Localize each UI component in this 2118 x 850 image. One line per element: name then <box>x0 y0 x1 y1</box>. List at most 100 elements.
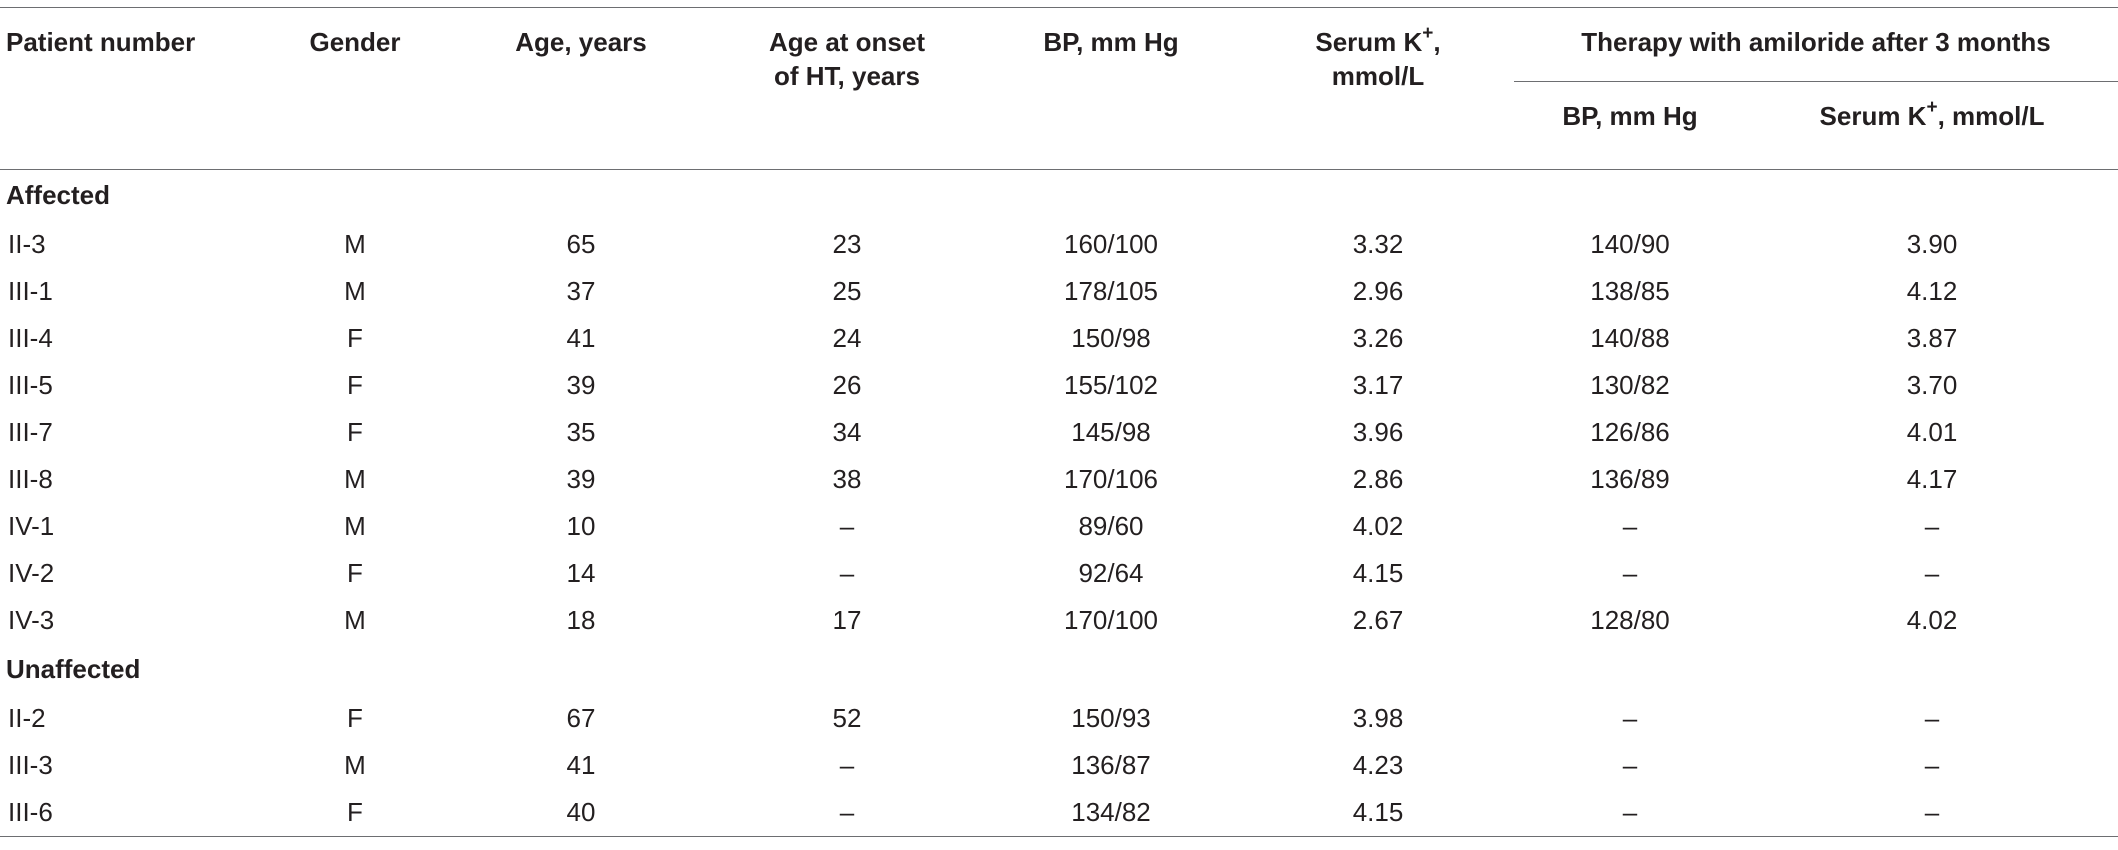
cell-age: 37 <box>566 276 596 306</box>
header-therapy-bp: BP, mm Hg <box>1514 81 1746 170</box>
table-row: III-6 F 40 – 134/82 4.15 – – <box>0 789 2118 837</box>
cell-serum-k: 4.02 <box>1352 511 1404 541</box>
cell-patient-number: III-4 <box>8 323 53 353</box>
cell-age: 39 <box>566 464 596 494</box>
cell-therapy-bp: – <box>1622 511 1638 541</box>
header-therapy-k-prefix: Serum K <box>1819 101 1927 131</box>
header-row-main: Patient number Gender Age, years Age at … <box>0 7 2118 170</box>
cell-patient-number: III-6 <box>8 797 53 827</box>
cell-age: 14 <box>566 558 596 588</box>
table-row: III-8 M 39 38 170/106 2.86 136/89 4.17 <box>0 456 2118 503</box>
cell-age-onset: – <box>839 511 855 541</box>
table-row: IV-3 M 18 17 170/100 2.67 128/80 4.02 <box>0 597 2118 644</box>
header-therapy: Therapy with amiloride after 3 months <box>1514 7 2118 82</box>
cell-therapy-bp: 126/86 <box>1590 417 1670 447</box>
cell-gender: F <box>347 797 363 827</box>
cell-therapy-serum-k: – <box>1924 750 1940 780</box>
cell-bp: 170/100 <box>1064 605 1158 635</box>
cell-patient-number: III-7 <box>8 417 53 447</box>
cell-therapy-bp: – <box>1622 797 1638 827</box>
cell-age-onset: – <box>839 797 855 827</box>
cell-therapy-serum-k: 3.87 <box>1906 323 1958 353</box>
cell-gender: M <box>344 229 366 259</box>
cell-age: 35 <box>566 417 596 447</box>
table-row: IV-2 F 14 – 92/64 4.15 – – <box>0 550 2118 597</box>
cell-age: 65 <box>566 229 596 259</box>
cell-bp: 134/82 <box>1071 797 1151 827</box>
cell-patient-number: IV-3 <box>8 605 55 635</box>
table-row: III-5 F 39 26 155/102 3.17 130/82 3.70 <box>0 362 2118 409</box>
cell-gender: M <box>344 276 366 306</box>
cell-serum-k: 2.96 <box>1352 276 1404 306</box>
cell-therapy-bp: 138/85 <box>1590 276 1670 306</box>
cell-patient-number: IV-2 <box>8 558 55 588</box>
cell-patient-number: III-5 <box>8 370 53 400</box>
cell-gender: M <box>344 464 366 494</box>
cell-age: 41 <box>566 323 596 353</box>
cell-age: 10 <box>566 511 596 541</box>
cell-serum-k: 4.15 <box>1352 558 1404 588</box>
cell-therapy-serum-k: 3.70 <box>1906 370 1958 400</box>
cell-serum-k: 4.15 <box>1352 797 1404 827</box>
cell-age-onset: 52 <box>832 703 862 733</box>
table-header: Patient number Gender Age, years Age at … <box>0 7 2118 170</box>
header-serum-k-sup: + <box>1422 23 1434 45</box>
header-serum-k-prefix: Serum K <box>1315 27 1423 57</box>
header-age: Age, years <box>448 7 714 170</box>
cell-age-onset: 23 <box>832 229 862 259</box>
table-body: Affected II-3 M 65 23 160/100 3.32 140/90 3.90 II… <box>0 170 2118 837</box>
header-age-onset-line1: Age at onset <box>768 27 926 57</box>
cell-therapy-bp: – <box>1622 558 1638 588</box>
cell-gender: F <box>347 417 363 447</box>
header-bp-text: BP, mm Hg <box>1043 27 1179 57</box>
header-therapy-k-suffix: , mmol/L <box>1937 101 2045 131</box>
cell-serum-k: 3.26 <box>1352 323 1404 353</box>
cell-patient-number: III-8 <box>8 464 53 494</box>
cell-age-onset: – <box>839 750 855 780</box>
cell-therapy-serum-k: 4.01 <box>1906 417 1958 447</box>
header-bp: BP, mm Hg <box>980 7 1242 170</box>
cell-bp: 92/64 <box>1078 558 1144 588</box>
cell-serum-k: 2.86 <box>1352 464 1404 494</box>
header-serum-k-line2: mmol/L <box>1331 61 1425 91</box>
header-gender-text: Gender <box>309 27 401 57</box>
cell-age-onset: 26 <box>832 370 862 400</box>
cell-age: 67 <box>566 703 596 733</box>
cell-patient-number: III-3 <box>8 750 53 780</box>
cell-bp: 155/102 <box>1064 370 1158 400</box>
cell-serum-k: 2.67 <box>1352 605 1404 635</box>
header-therapy-k-sup: + <box>1926 97 1938 119</box>
cell-gender: F <box>347 558 363 588</box>
cell-bp: 145/98 <box>1071 417 1151 447</box>
cell-bp: 160/100 <box>1064 229 1158 259</box>
header-therapy-bp-text: BP, mm Hg <box>1562 101 1698 131</box>
cell-patient-number: II-2 <box>8 703 46 733</box>
table-row: III-3 M 41 – 136/87 4.23 – – <box>0 742 2118 789</box>
cell-therapy-serum-k: 3.90 <box>1906 229 1958 259</box>
cell-age-onset: 34 <box>832 417 862 447</box>
table-row: II-2 F 67 52 150/93 3.98 – – <box>0 695 2118 742</box>
cell-therapy-serum-k: 4.02 <box>1906 605 1958 635</box>
cell-gender: F <box>347 323 363 353</box>
group-row: Affected <box>0 170 2118 222</box>
cell-therapy-serum-k: – <box>1924 511 1940 541</box>
cell-therapy-bp: 140/90 <box>1590 229 1670 259</box>
cell-age-onset: – <box>839 558 855 588</box>
cell-bp: 150/93 <box>1071 703 1151 733</box>
cell-bp: 170/106 <box>1064 464 1158 494</box>
table-row: III-4 F 41 24 150/98 3.26 140/88 3.87 <box>0 315 2118 362</box>
cell-therapy-bp: – <box>1622 703 1638 733</box>
table-row: IV-1 M 10 – 89/60 4.02 – – <box>0 503 2118 550</box>
cell-age-onset: 38 <box>832 464 862 494</box>
header-therapy-serum-k: Serum K+, mmol/L <box>1746 81 2118 170</box>
cell-age-onset: 25 <box>832 276 862 306</box>
group-label: Unaffected <box>6 654 141 684</box>
cell-therapy-bp: 136/89 <box>1590 464 1670 494</box>
cell-therapy-serum-k: – <box>1924 797 1940 827</box>
cell-serum-k: 3.98 <box>1352 703 1404 733</box>
cell-therapy-bp: 130/82 <box>1590 370 1670 400</box>
header-age-onset: Age at onset of HT, years <box>714 7 980 170</box>
cell-therapy-bp: – <box>1622 750 1638 780</box>
header-serum-k: Serum K+, mmol/L <box>1242 7 1514 170</box>
